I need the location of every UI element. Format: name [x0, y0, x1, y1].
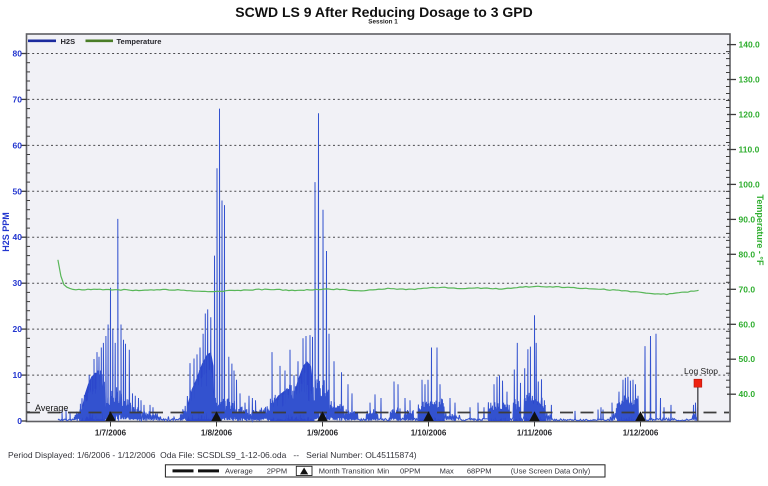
svg-text:80: 80 — [13, 49, 23, 59]
svg-text:140.0: 140.0 — [739, 40, 761, 50]
svg-text:1/12/2006: 1/12/2006 — [623, 429, 659, 438]
svg-text:Temperature: Temperature — [117, 37, 162, 46]
svg-text:Min: Min — [377, 467, 389, 476]
svg-text:Month Transition: Month Transition — [319, 467, 374, 476]
svg-text:1/7/2006: 1/7/2006 — [95, 429, 127, 438]
svg-text:(Use Screen Data Only): (Use Screen Data Only) — [511, 467, 591, 476]
svg-text:Period Displayed: 1/6/2006 - 1: Period Displayed: 1/6/2006 - 1/12/2006 O… — [8, 450, 417, 460]
svg-text:40.0: 40.0 — [739, 389, 756, 399]
svg-text:120.0: 120.0 — [739, 110, 761, 120]
svg-text:Average: Average — [225, 467, 253, 476]
svg-text:20: 20 — [13, 324, 23, 334]
svg-text:60: 60 — [13, 140, 23, 150]
svg-text:50.0: 50.0 — [739, 354, 756, 364]
svg-text:100.0: 100.0 — [739, 179, 761, 189]
svg-text:Temperature - °F: Temperature - °F — [755, 195, 765, 266]
svg-text:Session 1: Session 1 — [368, 18, 398, 25]
svg-text:70: 70 — [13, 94, 23, 104]
svg-text:1/8/2006: 1/8/2006 — [201, 429, 233, 438]
svg-text:40: 40 — [13, 232, 23, 242]
svg-text:0PPM: 0PPM — [400, 467, 420, 476]
svg-text:70.0: 70.0 — [739, 284, 756, 294]
svg-text:90.0: 90.0 — [739, 214, 756, 224]
svg-text:1/11/2006: 1/11/2006 — [517, 429, 553, 438]
svg-text:2PPM: 2PPM — [267, 467, 287, 476]
svg-text:Average: Average — [35, 403, 68, 413]
svg-text:1/9/2006: 1/9/2006 — [307, 429, 339, 438]
svg-text:60.0: 60.0 — [739, 319, 756, 329]
svg-text:68PPM: 68PPM — [467, 467, 492, 476]
svg-text:Log Stop: Log Stop — [684, 366, 718, 376]
svg-text:30: 30 — [13, 278, 23, 288]
svg-text:Max: Max — [440, 467, 454, 476]
svg-text:SCWD LS 9 After Reducing Dosag: SCWD LS 9 After Reducing Dosage to 3 GPD — [235, 4, 532, 20]
svg-text:110.0: 110.0 — [739, 145, 760, 155]
svg-text:80.0: 80.0 — [739, 249, 756, 259]
svg-text:H2S PPM: H2S PPM — [1, 212, 11, 252]
svg-text:50: 50 — [13, 186, 23, 196]
svg-text:1/10/2006: 1/10/2006 — [411, 429, 447, 438]
svg-text:0: 0 — [17, 416, 22, 426]
svg-text:10: 10 — [13, 370, 23, 380]
svg-text:130.0: 130.0 — [739, 75, 761, 85]
svg-text:H2S: H2S — [61, 37, 76, 46]
